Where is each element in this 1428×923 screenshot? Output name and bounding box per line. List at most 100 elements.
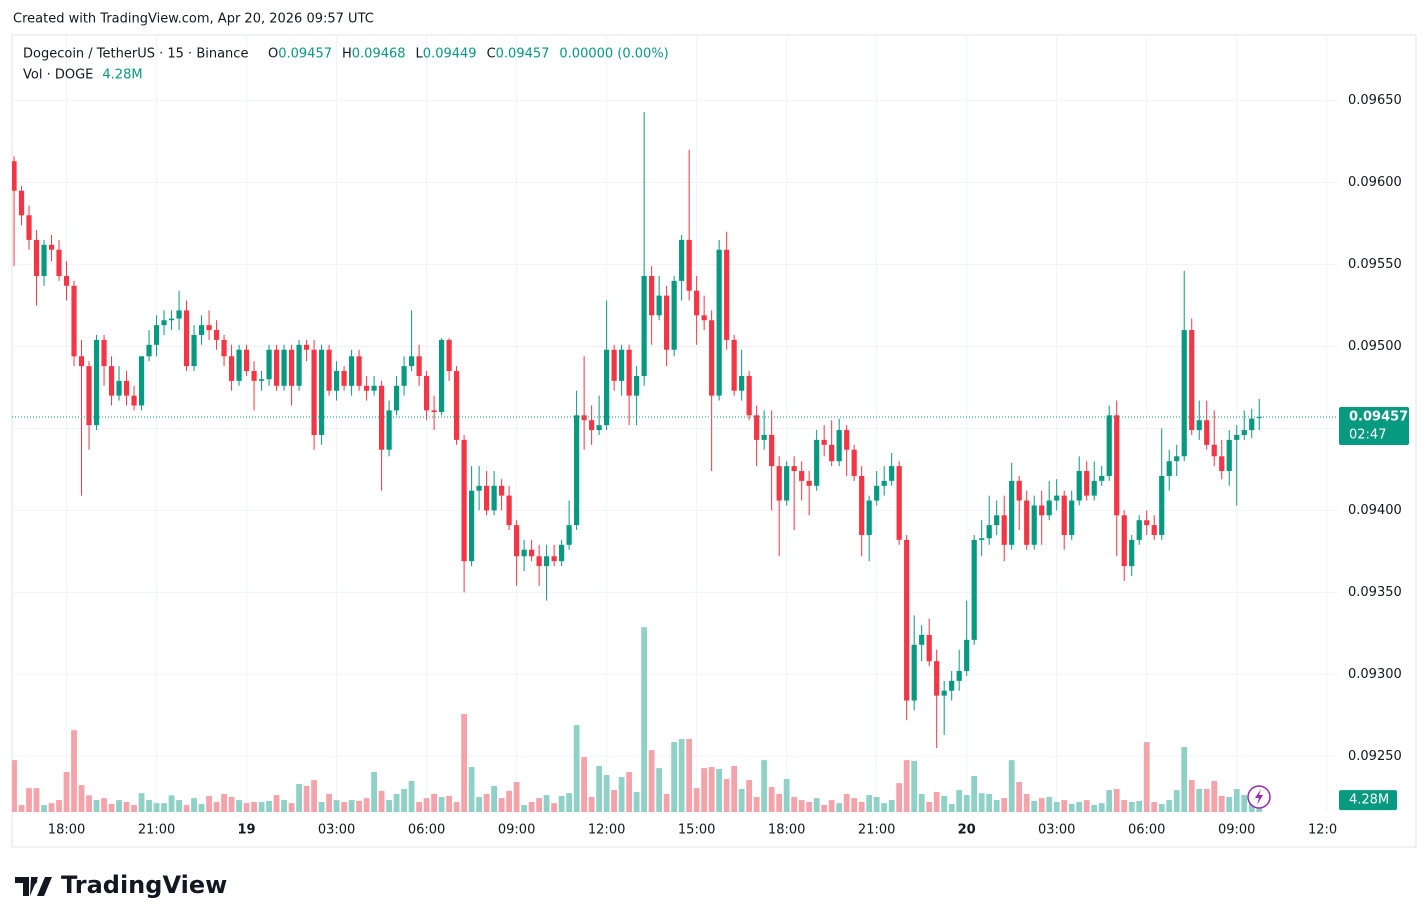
candle-body bbox=[461, 439, 467, 562]
volume-bar bbox=[228, 797, 235, 812]
volume-bar bbox=[468, 767, 475, 812]
legend-label: H bbox=[342, 47, 352, 62]
candle-body bbox=[168, 318, 175, 321]
candle-body bbox=[56, 249, 62, 276]
x-tick-label: 18:00 bbox=[768, 823, 805, 838]
candle-body bbox=[709, 320, 715, 396]
volume-bar bbox=[701, 768, 708, 812]
volume-bar bbox=[86, 795, 92, 812]
volume-bar bbox=[821, 805, 828, 812]
y-tick-label: 0.09600 bbox=[1348, 175, 1402, 190]
candle-body bbox=[228, 356, 235, 381]
candle-body bbox=[1024, 500, 1030, 545]
volume-bar bbox=[438, 797, 445, 812]
axes: 0.092500.093000.093500.094000.094500.095… bbox=[12, 93, 1409, 838]
x-tick-label: 19 bbox=[238, 823, 256, 838]
candle-body bbox=[213, 330, 220, 340]
volume-bar bbox=[723, 778, 730, 812]
volume-bar bbox=[911, 760, 918, 812]
legend-label: L bbox=[416, 47, 424, 62]
candle-body bbox=[799, 471, 805, 481]
volume-bar bbox=[603, 775, 610, 812]
volume-bar bbox=[873, 797, 880, 812]
volume-bar bbox=[1046, 797, 1053, 812]
x-tick-label: 20 bbox=[958, 823, 976, 838]
candle-body bbox=[101, 339, 107, 367]
volume-bar bbox=[656, 768, 663, 812]
volume-bar bbox=[401, 788, 407, 812]
y-tick-label: 0.09400 bbox=[1348, 503, 1402, 518]
candle-body bbox=[889, 466, 895, 481]
x-tick-label: 21:00 bbox=[138, 823, 175, 838]
candle-body bbox=[26, 215, 32, 240]
candle-body bbox=[393, 385, 400, 411]
volume-bar bbox=[513, 782, 520, 812]
candle-body bbox=[806, 480, 812, 486]
candle-body bbox=[311, 349, 317, 435]
volume-bar bbox=[746, 780, 753, 812]
volume-bar bbox=[1061, 800, 1068, 812]
candle-body bbox=[48, 244, 55, 250]
volume-bar bbox=[693, 788, 700, 812]
y-tick-label: 0.09500 bbox=[1348, 339, 1402, 354]
volume-bar bbox=[386, 800, 392, 812]
candle-body bbox=[536, 556, 542, 567]
candle-body bbox=[378, 385, 385, 450]
candle-body bbox=[604, 349, 610, 426]
candle-body bbox=[776, 466, 782, 501]
volume-bar bbox=[183, 805, 190, 812]
volume-bar bbox=[378, 790, 385, 812]
y-tick-label: 0.09250 bbox=[1348, 749, 1402, 764]
candle-body bbox=[1046, 500, 1052, 516]
volume-bar bbox=[753, 797, 760, 812]
candle-body bbox=[491, 485, 497, 511]
legend-value: 0.09468 bbox=[352, 47, 406, 62]
candle-body bbox=[288, 349, 295, 386]
volume-bar bbox=[1173, 790, 1180, 812]
volume-bar bbox=[138, 793, 145, 812]
volume-bar bbox=[626, 772, 633, 812]
candle-body bbox=[12, 161, 17, 191]
candle-body bbox=[941, 690, 947, 696]
candle-body bbox=[258, 379, 265, 381]
volume-bar bbox=[708, 767, 715, 812]
candle-body bbox=[499, 485, 505, 496]
volume-bar bbox=[266, 800, 272, 812]
candle-body bbox=[656, 295, 662, 316]
candle-body bbox=[649, 275, 655, 316]
volume-bar bbox=[206, 795, 212, 812]
volume-bar bbox=[1218, 795, 1225, 812]
volume-bar bbox=[146, 800, 152, 812]
volume-bar bbox=[798, 800, 805, 812]
volume-bar bbox=[131, 805, 137, 812]
candle-body bbox=[446, 339, 452, 372]
volume-bar bbox=[243, 803, 250, 812]
candle-body bbox=[1099, 475, 1105, 481]
candle-body bbox=[694, 290, 700, 316]
candle-body bbox=[333, 371, 340, 391]
volume-bar bbox=[78, 785, 85, 812]
candle-body bbox=[1136, 520, 1142, 540]
volume-bar bbox=[791, 797, 798, 812]
candle-body bbox=[904, 539, 910, 701]
volume-bar bbox=[851, 798, 858, 812]
candle-body bbox=[836, 430, 842, 462]
volume-bar bbox=[333, 800, 340, 812]
volume-bar bbox=[498, 798, 505, 812]
volume-bar bbox=[1098, 803, 1105, 812]
candle-body bbox=[1189, 330, 1195, 431]
volume-bar bbox=[221, 793, 227, 812]
candle-body bbox=[1121, 515, 1127, 567]
x-tick-label: 09:00 bbox=[498, 823, 535, 838]
volume-bar bbox=[1008, 760, 1015, 812]
candle-body bbox=[1159, 475, 1165, 535]
volume-bar bbox=[341, 802, 347, 812]
y-tick-label: 0.09300 bbox=[1348, 667, 1402, 682]
volume-bar bbox=[903, 760, 910, 812]
x-tick-label: 09:00 bbox=[1218, 823, 1255, 838]
volume-bar bbox=[356, 800, 362, 812]
candle-body bbox=[401, 366, 407, 386]
y-tick-label: 0.09650 bbox=[1348, 93, 1402, 108]
candle-body bbox=[559, 544, 565, 562]
candle-body bbox=[476, 485, 482, 491]
